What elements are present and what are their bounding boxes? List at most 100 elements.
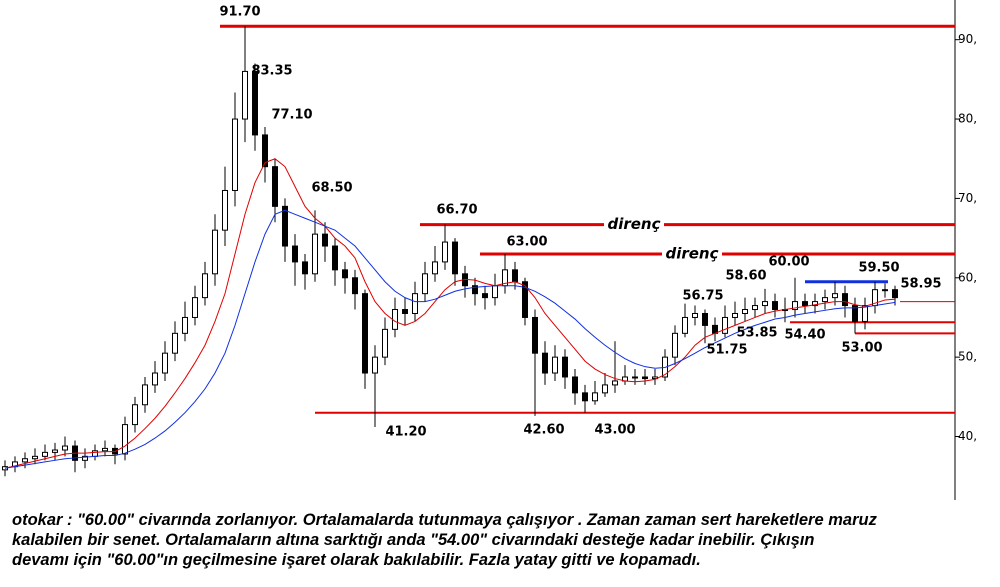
price-label: 63.00 — [506, 235, 547, 250]
candle-body — [512, 269, 518, 283]
label-bg — [604, 215, 664, 234]
candle-body — [682, 316, 688, 334]
price-label: 60.00 — [768, 255, 809, 270]
y-tick-label: 60, — [958, 270, 977, 284]
candle-body — [482, 293, 488, 299]
note-line: devamı için "60.00"ın geçilmesine işaret… — [12, 551, 701, 569]
candle-body — [252, 70, 258, 136]
candle-body — [522, 281, 528, 318]
candle-body — [422, 273, 428, 295]
candle-body — [772, 301, 778, 311]
candle-body — [262, 134, 268, 168]
candle-body — [102, 447, 108, 452]
candle-body — [692, 312, 698, 318]
price-label: 42.60 — [523, 423, 564, 438]
candle-body — [352, 277, 358, 295]
note-line: otokar : "60.00" civarında zorlanıyor. O… — [12, 511, 877, 529]
candle-body — [752, 305, 758, 311]
candle-body — [452, 241, 458, 275]
candle-body — [892, 289, 898, 299]
candle-body — [122, 424, 128, 455]
candle-body — [442, 241, 448, 263]
candle-body — [472, 285, 478, 295]
candle-body — [702, 312, 708, 326]
candle-body — [32, 455, 38, 460]
candle-body — [562, 356, 568, 378]
candle-body — [822, 297, 828, 303]
price-label: 58.95 — [900, 277, 941, 292]
price-label: 59.50 — [858, 261, 899, 276]
price-label: 91.70 — [219, 5, 260, 20]
candle-body — [302, 261, 308, 275]
note-line: kalabilen bir senet. Ortalamaların altın… — [12, 531, 815, 549]
candle-body — [342, 269, 348, 279]
candle-body — [842, 293, 848, 307]
note: otokar : "60.00" civarında zorlanıyor. O… — [12, 510, 992, 570]
candle-body — [222, 189, 228, 231]
price-label: 83.35 — [251, 64, 292, 79]
price-label: 68.50 — [311, 181, 352, 196]
candle-body — [232, 118, 238, 191]
candle-body — [282, 205, 288, 247]
price-label: 58.60 — [725, 269, 766, 284]
price-label: 66.70 — [436, 203, 477, 218]
moving-average — [4, 209, 896, 469]
candle-body — [552, 356, 558, 374]
candle-body — [362, 293, 368, 374]
candle-body — [62, 445, 68, 451]
moving-average — [4, 158, 896, 469]
label-bg — [662, 244, 722, 263]
candle-body — [402, 309, 408, 314]
candle-body — [212, 229, 218, 275]
candle-body — [92, 450, 98, 457]
candle-body — [412, 293, 418, 314]
candle-body — [742, 309, 748, 314]
candle-body — [292, 245, 298, 263]
candle-body — [532, 316, 538, 354]
candle-body — [492, 285, 498, 299]
candle-body — [632, 376, 638, 379]
candle-body — [582, 392, 588, 402]
candle-body — [42, 451, 48, 457]
candle-body — [272, 166, 278, 207]
candle-body — [852, 305, 858, 322]
price-label: 43.00 — [594, 423, 635, 438]
candle-body — [132, 404, 138, 426]
level-label: direnç — [607, 215, 660, 233]
candle-body — [882, 289, 888, 292]
candle-body — [52, 449, 58, 453]
candle-body — [722, 316, 728, 334]
price-label: 41.20 — [385, 425, 426, 440]
level-label: direnç — [665, 244, 718, 262]
candle-body — [732, 312, 738, 318]
price-label: 53.00 — [841, 341, 882, 356]
chart: 40, 50, 60, 70, 80, 90, direnç direnç 91.70 83.35… — [2, 0, 977, 500]
y-tick-label: 90, — [958, 32, 977, 46]
candle-body — [432, 261, 438, 275]
y-tick-label: 50, — [958, 350, 977, 364]
price-label: 56.75 — [682, 289, 723, 304]
price-label: 54.40 — [784, 328, 825, 343]
candle-body — [192, 297, 198, 318]
candle-body — [642, 376, 648, 380]
price-label: 53.85 — [736, 326, 777, 341]
candle-body — [612, 380, 618, 386]
price-label: 77.10 — [271, 108, 312, 123]
candle-body — [592, 392, 598, 402]
candle-body — [672, 332, 678, 358]
candle-body — [802, 301, 808, 307]
candle-body — [382, 328, 388, 358]
candle-body — [182, 316, 188, 334]
candle-body — [162, 352, 168, 374]
candle-body — [322, 233, 328, 247]
candle-body — [812, 301, 818, 307]
candle-body — [332, 245, 338, 271]
y-tick-label: 70, — [958, 191, 977, 205]
candle-body — [372, 356, 378, 374]
candle-body — [572, 376, 578, 394]
candle-body — [202, 273, 208, 299]
y-tick-label: 40, — [958, 429, 977, 443]
price-label: 51.75 — [706, 343, 747, 358]
candle-body — [792, 301, 798, 311]
